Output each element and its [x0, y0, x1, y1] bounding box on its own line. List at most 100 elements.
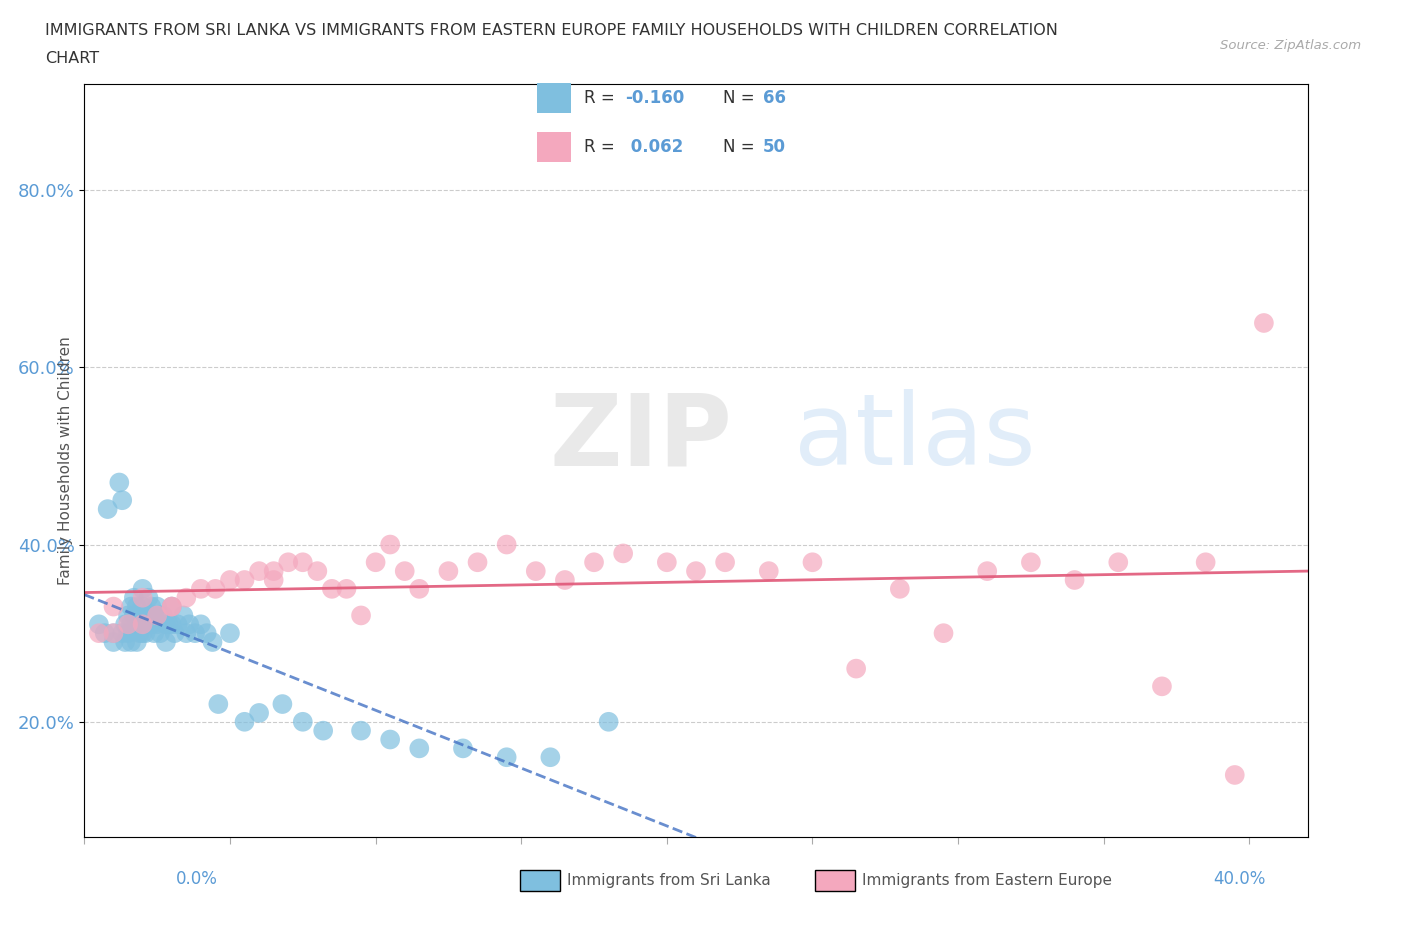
- Text: 66: 66: [763, 88, 786, 107]
- Point: [380, 538, 402, 552]
- Text: Immigrants from Eastern Europe: Immigrants from Eastern Europe: [862, 873, 1112, 888]
- Point: [166, 617, 188, 631]
- Point: [437, 564, 460, 578]
- Point: [1019, 555, 1042, 570]
- Text: ZIP: ZIP: [550, 390, 733, 486]
- Point: [179, 617, 201, 631]
- Point: [114, 634, 136, 649]
- Point: [976, 564, 998, 578]
- Point: [122, 608, 145, 623]
- Point: [117, 608, 139, 623]
- Point: [538, 750, 561, 764]
- Point: [207, 697, 229, 711]
- Point: [655, 555, 678, 570]
- Bar: [537, 83, 571, 113]
- Point: [350, 608, 373, 623]
- Point: [1253, 315, 1275, 330]
- Point: [467, 555, 489, 570]
- Point: [155, 617, 177, 631]
- Point: [758, 564, 780, 578]
- Point: [103, 626, 125, 641]
- Point: [1107, 555, 1129, 570]
- Point: [219, 573, 242, 588]
- Point: [190, 581, 212, 596]
- Point: [190, 617, 212, 631]
- Point: [103, 599, 125, 614]
- Point: [125, 634, 148, 649]
- Text: R =: R =: [585, 88, 620, 107]
- Point: [233, 714, 256, 729]
- Point: [117, 617, 139, 631]
- Point: [122, 591, 145, 605]
- Point: [125, 599, 148, 614]
- Point: [612, 546, 634, 561]
- Text: N =: N =: [723, 138, 759, 155]
- Text: 50: 50: [763, 138, 786, 155]
- Point: [195, 626, 218, 641]
- Point: [335, 581, 357, 596]
- Point: [160, 599, 183, 614]
- Point: [451, 741, 474, 756]
- Point: [157, 617, 180, 631]
- Text: 40.0%: 40.0%: [1213, 870, 1265, 888]
- Point: [103, 634, 125, 649]
- Point: [291, 714, 314, 729]
- Point: [247, 564, 270, 578]
- Point: [131, 591, 153, 605]
- Point: [146, 608, 169, 623]
- Point: [131, 617, 153, 631]
- Text: 0.062: 0.062: [624, 138, 683, 155]
- Point: [138, 591, 160, 605]
- Point: [263, 564, 285, 578]
- Point: [932, 626, 955, 641]
- Point: [160, 617, 183, 631]
- Point: [131, 599, 153, 614]
- Point: [108, 475, 131, 490]
- Point: [408, 581, 430, 596]
- Point: [247, 706, 270, 721]
- Point: [160, 599, 183, 614]
- Point: [155, 634, 177, 649]
- Point: [120, 617, 142, 631]
- Point: [160, 599, 183, 614]
- Point: [172, 608, 194, 623]
- Text: Immigrants from Sri Lanka: Immigrants from Sri Lanka: [567, 873, 770, 888]
- Point: [87, 617, 110, 631]
- Point: [845, 661, 868, 676]
- Bar: [537, 132, 571, 162]
- Point: [120, 599, 142, 614]
- Point: [350, 724, 373, 738]
- Point: [219, 626, 242, 641]
- Text: R =: R =: [585, 138, 620, 155]
- Point: [394, 564, 416, 578]
- Point: [93, 626, 115, 641]
- Point: [277, 555, 299, 570]
- Point: [524, 564, 547, 578]
- Point: [312, 724, 335, 738]
- Point: [380, 732, 402, 747]
- Point: [1223, 767, 1246, 782]
- Point: [204, 581, 226, 596]
- Point: [135, 626, 157, 641]
- Point: [146, 617, 169, 631]
- Text: IMMIGRANTS FROM SRI LANKA VS IMMIGRANTS FROM EASTERN EUROPE FAMILY HOUSEHOLDS WI: IMMIGRANTS FROM SRI LANKA VS IMMIGRANTS …: [45, 23, 1057, 38]
- Point: [141, 617, 163, 631]
- Point: [801, 555, 824, 570]
- Point: [138, 608, 160, 623]
- Point: [87, 626, 110, 641]
- Point: [135, 608, 157, 623]
- Text: N =: N =: [723, 88, 759, 107]
- Point: [125, 617, 148, 631]
- Point: [103, 626, 125, 641]
- Point: [120, 634, 142, 649]
- Point: [111, 626, 134, 641]
- Point: [128, 626, 150, 641]
- Point: [141, 599, 163, 614]
- Point: [291, 555, 314, 570]
- Point: [495, 538, 517, 552]
- Point: [97, 501, 120, 516]
- Point: [111, 493, 134, 508]
- Point: [233, 573, 256, 588]
- Point: [889, 581, 911, 596]
- Point: [143, 608, 166, 623]
